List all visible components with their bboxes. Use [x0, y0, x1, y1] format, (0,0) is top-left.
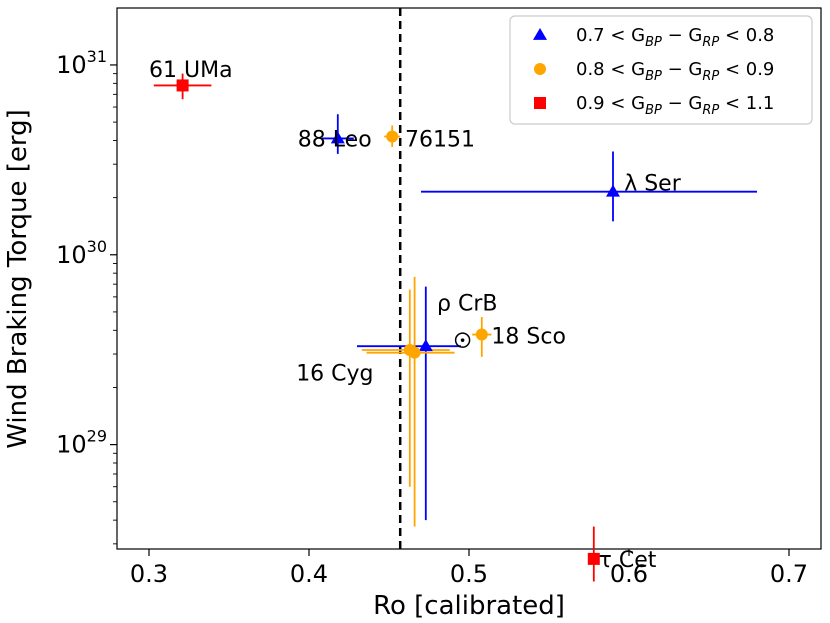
y-tick-label: 1031: [56, 47, 107, 79]
star-label: ρ CrB: [437, 292, 497, 317]
legend-box: [509, 15, 813, 125]
axes-layer: 0.3 0.4 0.5 0.6 0.7 1029 1030 1031: [56, 47, 808, 588]
point-rho-crb: [418, 339, 433, 352]
star-label: 18 Sco: [491, 325, 566, 350]
legend-marker-blue: [533, 28, 547, 40]
legend-label: 0.7 < GBP − GRP < 0.8: [576, 25, 774, 50]
star-label: 16 Cyg: [296, 361, 373, 386]
star-label: τ Cet: [599, 548, 657, 573]
x-tick-label: 0.5: [450, 560, 488, 588]
legend-label: 0.9 < GBP − GRP < 1.1: [576, 93, 774, 118]
point-88-leo: [330, 131, 345, 144]
sun-symbol: [454, 332, 471, 348]
star-label: λ Ser: [624, 172, 682, 197]
point-61-uma: [176, 79, 189, 92]
y-tick-label: 1029: [56, 427, 107, 459]
legend-marker-red: [534, 97, 546, 109]
point-lambda-ser: [606, 184, 620, 197]
legend-label: 0.8 < GBP − GRP < 0.9: [576, 59, 774, 84]
x-tick-label: 0.4: [290, 560, 328, 588]
point-tau-cet: [587, 552, 600, 565]
x-tick-label: 0.6: [610, 560, 648, 588]
point-76151: [386, 130, 399, 143]
star-label: 61 UMa: [149, 58, 233, 83]
marker-layer: [176, 79, 620, 565]
y-tick-label: 1030: [56, 237, 107, 269]
legend: 0.7 < GBP − GRP < 0.8 0.8 < GBP − GRP < 0…: [509, 15, 813, 125]
legend-marker-orange: [534, 63, 546, 75]
point-16-cyg-b: [408, 346, 421, 359]
point-18-sco: [475, 328, 488, 341]
x-tick-label: 0.3: [130, 560, 168, 588]
x-axis-label: Ro [calibrated]: [373, 591, 565, 621]
star-label: 88 Leo: [298, 127, 372, 152]
annotation-layer: 61 UMa 88 Leo 76151 λ Ser ρ CrB 18 Sco 16 Cyg τ…: [149, 58, 682, 573]
star-label: 76151: [405, 127, 475, 152]
x-tick-label: 0.7: [770, 560, 808, 588]
y-axis-label: Wind Braking Torque [erg]: [3, 109, 33, 448]
